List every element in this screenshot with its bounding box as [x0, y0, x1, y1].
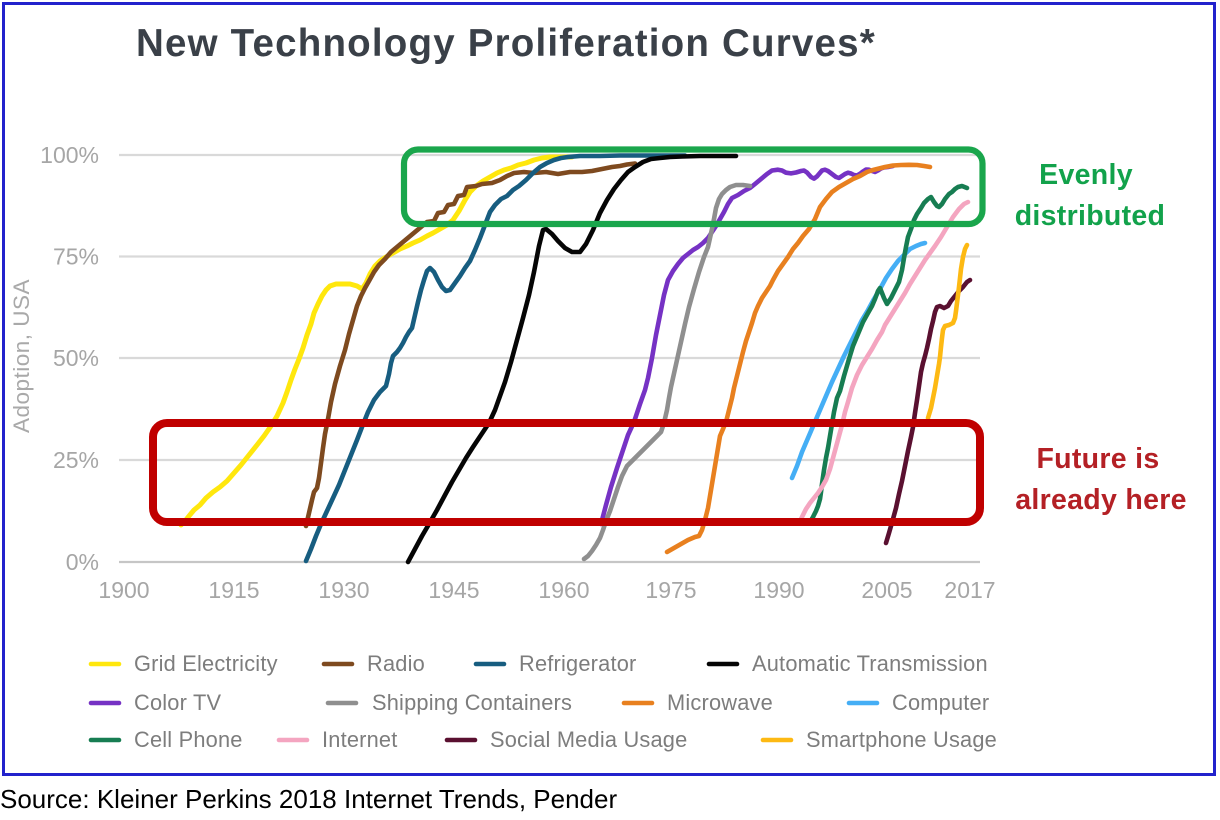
svg-text:1960: 1960 [538, 577, 589, 603]
svg-text:2005: 2005 [861, 577, 912, 603]
svg-text:Future is: Future is [1036, 443, 1159, 475]
svg-text:Social Media Usage: Social Media Usage [490, 727, 687, 752]
svg-text:50%: 50% [53, 345, 99, 371]
svg-text:1945: 1945 [428, 577, 479, 603]
svg-text:1900: 1900 [98, 577, 149, 603]
svg-text:Refrigerator: Refrigerator [519, 651, 636, 676]
svg-text:75%: 75% [53, 244, 99, 270]
svg-text:100%: 100% [40, 142, 99, 168]
svg-text:Cell Phone: Cell Phone [134, 727, 243, 752]
svg-text:1990: 1990 [753, 577, 804, 603]
svg-text:Radio: Radio [367, 651, 425, 676]
svg-text:Computer: Computer [892, 690, 989, 715]
svg-text:already here: already here [1015, 484, 1187, 516]
svg-text:Shipping Containers: Shipping Containers [372, 690, 572, 715]
svg-text:25%: 25% [53, 447, 99, 473]
svg-text:Evenly: Evenly [1039, 159, 1133, 191]
svg-text:Grid Electricity: Grid Electricity [134, 651, 278, 676]
svg-text:Smartphone Usage: Smartphone Usage [806, 727, 997, 752]
svg-text:1975: 1975 [645, 577, 696, 603]
svg-text:2017: 2017 [944, 577, 995, 603]
svg-text:Source: Kleiner Perkins 2018 I: Source: Kleiner Perkins 2018 Internet Tr… [0, 784, 617, 814]
svg-text:1915: 1915 [208, 577, 259, 603]
svg-text:Microwave: Microwave [667, 690, 773, 715]
svg-text:distributed: distributed [1015, 200, 1166, 232]
svg-text:Internet: Internet [322, 727, 398, 752]
svg-text:New Technology Proliferation C: New Technology Proliferation Curves* [136, 22, 876, 65]
svg-text:0%: 0% [66, 549, 99, 575]
svg-text:Color TV: Color TV [134, 690, 221, 715]
svg-text:1930: 1930 [318, 577, 369, 603]
svg-text:Automatic Transmission: Automatic Transmission [752, 651, 988, 676]
svg-text:Adoption, USA: Adoption, USA [9, 279, 34, 433]
